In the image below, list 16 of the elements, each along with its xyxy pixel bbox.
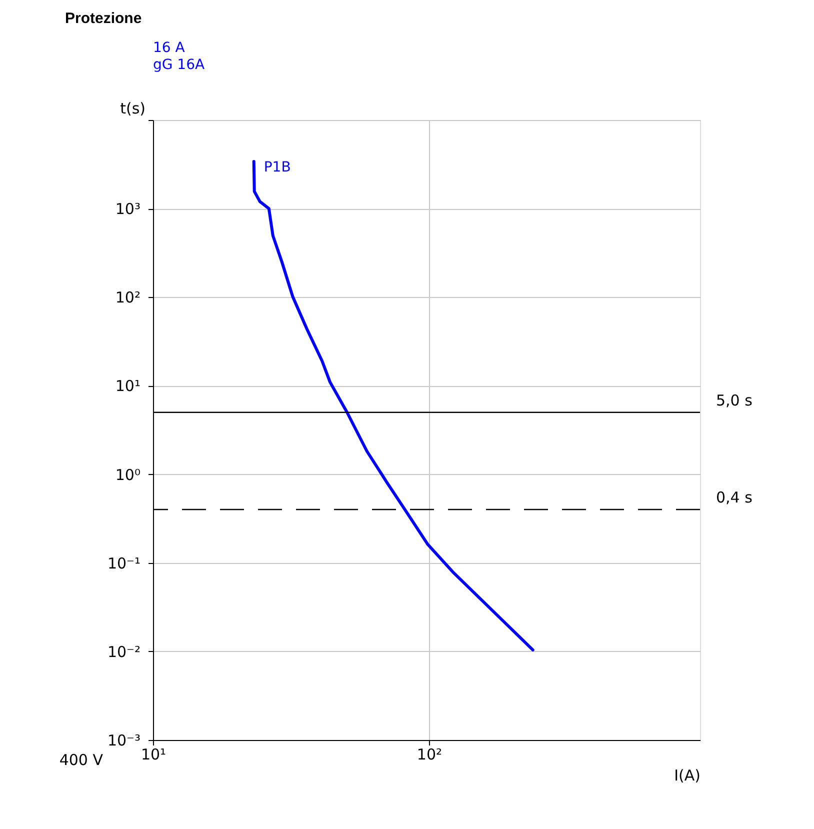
x-axis-title: I(A) <box>674 766 700 784</box>
y-tick-label: 10⁰ <box>115 466 140 484</box>
y-axis-title: t(s) <box>120 100 146 118</box>
y-tick-label: 10¹ <box>115 377 140 396</box>
y-tick-label: 10⁻³ <box>107 732 140 750</box>
series-label: P1B <box>264 160 291 176</box>
y-tick-label: 10³ <box>115 200 140 218</box>
text: gG 16A <box>153 57 205 73</box>
chart-title: Protezione <box>65 10 142 27</box>
y-tick-label: 10⁻² <box>107 642 140 661</box>
ref-line-label: 0,4 s <box>716 488 753 507</box>
text: 400 V <box>59 751 104 769</box>
ref-line-label: 5,0 s <box>716 391 753 410</box>
text: 16 A <box>153 40 185 56</box>
y-tick-label: 10² <box>115 288 140 307</box>
y-tick-label: 10⁻¹ <box>107 554 140 572</box>
